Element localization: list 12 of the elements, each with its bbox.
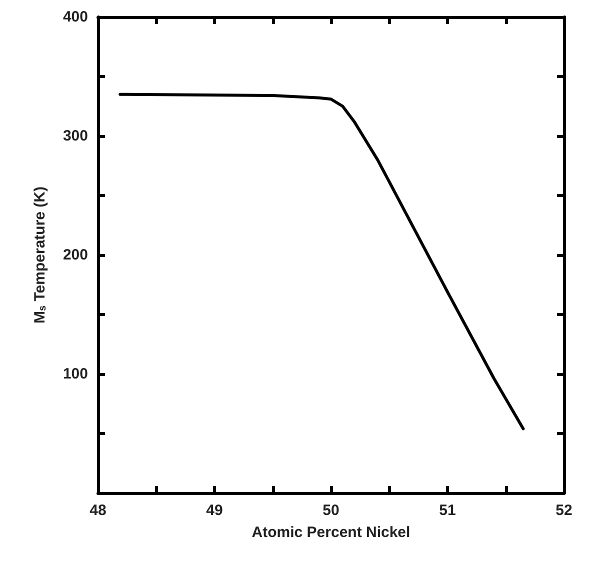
y-tick-label: 200 (62, 246, 88, 264)
x-tick-label: 51 (439, 502, 456, 519)
y-tick-label: 400 (62, 8, 88, 26)
y-tick-label: 300 (62, 128, 88, 144)
line-series (118, 92, 525, 430)
y-axis-title: Ms Temperature (K) (32, 186, 48, 324)
x-tick-label: 49 (206, 502, 223, 519)
x-tick-label: 52 (556, 502, 572, 519)
x-axis-title: Atomic Percent Nickel (252, 524, 410, 541)
x-tick-label: 48 (90, 502, 106, 519)
x-tick-label: 50 (322, 502, 340, 519)
y-tick-label: 100 (62, 366, 88, 382)
